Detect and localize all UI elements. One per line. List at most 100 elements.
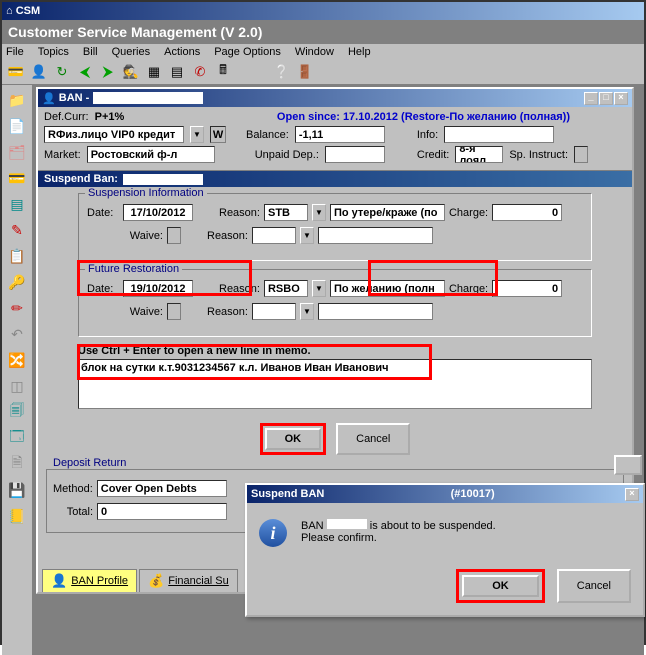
popup-cancel-button[interactable]: Cancel bbox=[557, 569, 631, 603]
app-title: CSM bbox=[16, 5, 40, 17]
menu-window[interactable]: Window bbox=[295, 46, 334, 58]
ban-min-button[interactable]: _ bbox=[584, 92, 598, 105]
charge1-field[interactable]: 0 bbox=[492, 204, 562, 221]
waive2-check[interactable] bbox=[167, 303, 181, 320]
reason1b-dropdown-icon[interactable]: ▼ bbox=[300, 227, 314, 244]
reason2-code-field[interactable]: RSBO bbox=[264, 280, 308, 297]
menu-file[interactable]: File bbox=[6, 46, 24, 58]
segment-dropdown-icon[interactable]: ▼ bbox=[190, 126, 204, 143]
tool-refresh-icon[interactable]: ↻ bbox=[52, 62, 72, 82]
menu-topics[interactable]: Topics bbox=[38, 46, 69, 58]
reason1-code-field[interactable]: STB bbox=[264, 204, 308, 221]
method-label: Method: bbox=[53, 483, 93, 495]
tool-card-icon[interactable]: 💳 bbox=[6, 62, 26, 82]
licon-doc-icon[interactable]: 📄 bbox=[7, 117, 27, 135]
suspend-cancel-button[interactable]: Cancel bbox=[336, 423, 410, 455]
licon-save-icon[interactable]: 💾 bbox=[7, 481, 27, 499]
date1-label: Date: bbox=[87, 207, 119, 219]
reason2b-dropdown-icon[interactable]: ▼ bbox=[300, 303, 314, 320]
side-btn1[interactable] bbox=[614, 455, 642, 475]
info-label: Info: bbox=[417, 129, 438, 141]
total-field: 0 bbox=[97, 503, 227, 520]
waive2-label: Waive: bbox=[123, 306, 163, 318]
sp-instruct-check[interactable] bbox=[574, 146, 588, 163]
info-field bbox=[444, 126, 554, 143]
waive1-check[interactable] bbox=[167, 227, 181, 244]
reason1-text-field: По утере/краже (по bbox=[330, 204, 445, 221]
menu-help[interactable]: Help bbox=[348, 46, 371, 58]
app-subtitle: Customer Service Management (V 2.0) bbox=[2, 20, 644, 44]
popup-ok-button[interactable]: OK bbox=[462, 575, 539, 597]
date2-field[interactable]: 19/10/2012 bbox=[123, 280, 193, 297]
segment-field[interactable]: RФиз.лицо VIP0 кредит bbox=[44, 126, 184, 143]
licon-key-icon[interactable]: 🔑 bbox=[7, 273, 27, 291]
licon-report-icon[interactable]: 🗎 bbox=[7, 455, 27, 473]
menubar: File Topics Bill Queries Actions Page Op… bbox=[2, 44, 644, 60]
licon-book-icon[interactable]: 📒 bbox=[7, 507, 27, 525]
reason2-text-field: По желанию (полн bbox=[330, 280, 445, 297]
ban-titlebar: 👤 BAN - _ □ × bbox=[38, 89, 632, 107]
ban-max-button[interactable]: □ bbox=[599, 92, 613, 105]
licon-box-icon[interactable]: ◫ bbox=[7, 377, 27, 395]
tool-calc-icon[interactable]: 🖩 bbox=[213, 62, 233, 82]
memo-field[interactable]: блок на сутки к.т.9031234567 к.л. Иванов… bbox=[78, 359, 592, 409]
charge2-field[interactable]: 0 bbox=[492, 280, 562, 297]
tool-exit-icon[interactable]: 🚪 bbox=[295, 62, 315, 82]
ban-close-button[interactable]: × bbox=[614, 92, 628, 105]
date1-field[interactable]: 17/10/2012 bbox=[123, 204, 193, 221]
market-label: Market: bbox=[44, 149, 81, 161]
tool-help-icon[interactable]: ❔ bbox=[272, 62, 292, 82]
licon-pen-icon[interactable]: ✎ bbox=[7, 221, 27, 239]
left-iconbar: 📁 📄 🗂 💳 ▤ ✎ 📋 🔑 ✏ ↶ 🔀 ◫ 🗐 🗔 🗎 💾 📒 bbox=[2, 85, 32, 655]
tool-phone-icon[interactable]: ✆ bbox=[190, 62, 210, 82]
sp-instruct-label: Sp. Instruct: bbox=[509, 149, 568, 161]
reason2b-label: Reason: bbox=[207, 306, 248, 318]
licon-tree-icon[interactable]: 🔀 bbox=[7, 351, 27, 369]
popup-message: BAN is about to be suspended. Please con… bbox=[301, 519, 496, 547]
tool-list-icon[interactable]: ▦ bbox=[144, 62, 164, 82]
future-restoration-legend: Future Restoration bbox=[85, 263, 182, 275]
suspend-ok-button[interactable]: OK bbox=[265, 428, 322, 450]
highlight-popup-ok: OK bbox=[456, 569, 545, 603]
menu-page-options[interactable]: Page Options bbox=[214, 46, 281, 58]
licon-undo-icon[interactable]: ↶ bbox=[7, 325, 27, 343]
future-restoration-group: Future Restoration Date: 19/10/2012 Reas… bbox=[78, 269, 592, 337]
menu-actions[interactable]: Actions bbox=[164, 46, 200, 58]
tab-ban-profile[interactable]: 👤 BAN Profile bbox=[42, 569, 137, 592]
credit-label: Credit: bbox=[417, 149, 449, 161]
tool-person-icon[interactable]: 👤 bbox=[29, 62, 49, 82]
reason2b-code-field[interactable] bbox=[252, 303, 296, 320]
tool-agent-icon[interactable]: 🕵 bbox=[121, 62, 141, 82]
popup-line2: Please confirm. bbox=[301, 532, 496, 544]
tab-financial[interactable]: 💰 Financial Su bbox=[139, 569, 238, 592]
licon-card-icon[interactable]: 💳 bbox=[7, 169, 27, 187]
w-button[interactable]: W bbox=[210, 126, 226, 143]
method-field[interactable]: Cover Open Debts bbox=[97, 480, 227, 497]
memo-text: блок на сутки к.т.9031234567 к.л. Иванов… bbox=[81, 362, 389, 374]
popup-close-button[interactable]: × bbox=[625, 488, 639, 501]
date2-label: Date: bbox=[87, 283, 119, 295]
highlight-ok-box: OK bbox=[260, 423, 327, 455]
total-label: Total: bbox=[53, 506, 93, 518]
licon-stack-icon[interactable]: 🗂 bbox=[7, 143, 27, 161]
tab-fin-label: Financial Su bbox=[168, 575, 229, 587]
licon-pin-icon[interactable]: ✏ bbox=[7, 299, 27, 317]
redacted-block bbox=[93, 92, 203, 104]
reason1-label: Reason: bbox=[219, 207, 260, 219]
licon-window-icon[interactable]: 🗔 bbox=[7, 429, 27, 447]
menu-queries[interactable]: Queries bbox=[112, 46, 151, 58]
popup-title-left: Suspend BAN bbox=[251, 488, 324, 500]
licon-list-icon[interactable]: ▤ bbox=[7, 195, 27, 213]
tool-grid-icon[interactable]: ▤ bbox=[167, 62, 187, 82]
licon-note-icon[interactable]: 📋 bbox=[7, 247, 27, 265]
reason1-dropdown-icon[interactable]: ▼ bbox=[312, 204, 326, 221]
tool-next-icon[interactable]: ⮞ bbox=[98, 62, 118, 82]
reason1b-code-field[interactable] bbox=[252, 227, 296, 244]
tool-prev-icon[interactable]: ⮜ bbox=[75, 62, 95, 82]
licon-copy-icon[interactable]: 🗐 bbox=[7, 403, 27, 421]
reason2-dropdown-icon[interactable]: ▼ bbox=[312, 280, 326, 297]
popup-line1a: BAN bbox=[301, 520, 327, 532]
menu-bill[interactable]: Bill bbox=[83, 46, 98, 58]
licon-folder-icon[interactable]: 📁 bbox=[7, 91, 27, 109]
suspend-bar-title: Suspend Ban: bbox=[44, 173, 118, 185]
